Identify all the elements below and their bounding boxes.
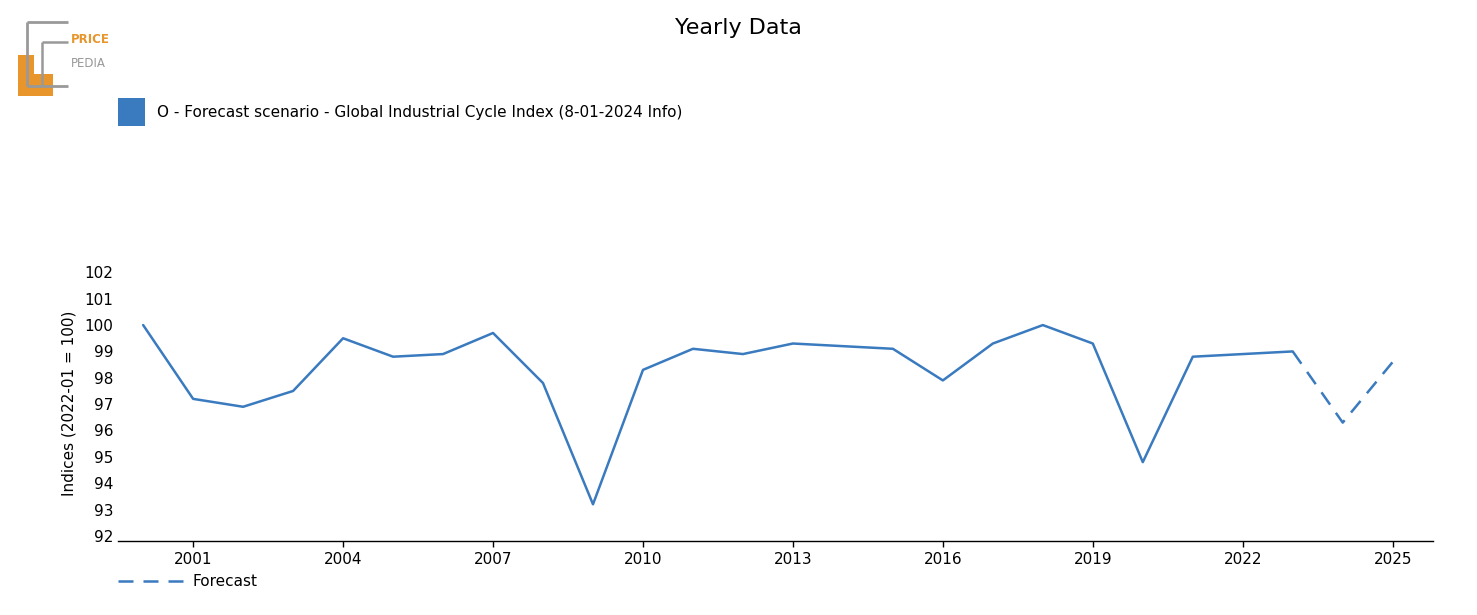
- Polygon shape: [18, 55, 53, 96]
- Text: PRICE: PRICE: [71, 33, 109, 46]
- Text: O - Forecast scenario - Global Industrial Cycle Index (8-01-2024 Info): O - Forecast scenario - Global Industria…: [157, 105, 682, 120]
- Text: Yearly Data: Yearly Data: [675, 18, 802, 39]
- Y-axis label: Indices (2022-01 = 100): Indices (2022-01 = 100): [61, 310, 77, 496]
- Text: Forecast: Forecast: [192, 574, 257, 589]
- Text: PEDIA: PEDIA: [71, 57, 106, 71]
